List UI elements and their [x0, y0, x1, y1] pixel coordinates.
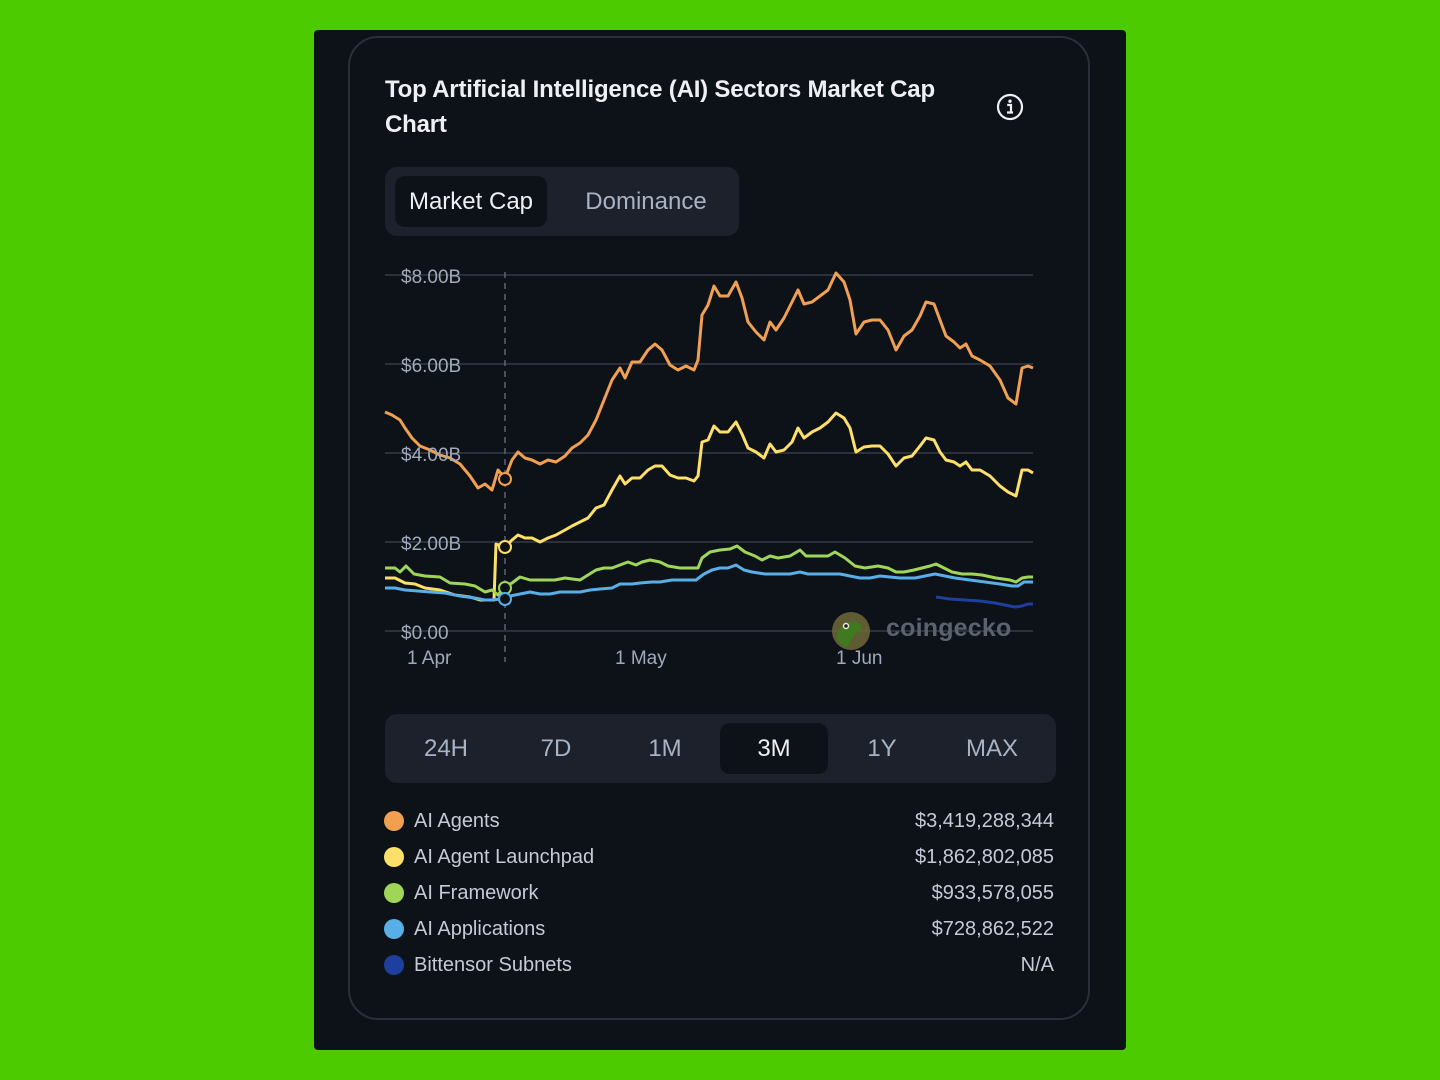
tab-market-cap[interactable]: Market Cap — [395, 176, 547, 227]
legend-label: AI Agent Launchpad — [414, 846, 595, 868]
legend-value: $728,862,522 — [931, 918, 1054, 940]
range-24h[interactable]: 24H — [423, 735, 469, 762]
coingecko-watermark: coingecko — [886, 614, 1012, 642]
legend-label: AI Framework — [414, 882, 539, 904]
legend-label: AI Agents — [414, 810, 500, 832]
info-circle-icon[interactable] — [996, 93, 1024, 121]
legend-item-bittensor-subnets[interactable]: Bittensor Subnets N/A — [384, 950, 1056, 980]
range-7d[interactable]: 7D — [540, 735, 572, 762]
legend-item-ai-framework[interactable]: AI Framework $933,578,055 — [384, 878, 1056, 908]
x-tick-jun: 1 Jun — [836, 648, 883, 669]
legend-label: AI Applications — [414, 918, 546, 940]
x-tick-may: 1 May — [615, 648, 667, 669]
legend-item-ai-agents[interactable]: AI Agents $3,419,288,344 — [384, 806, 1056, 836]
y-tick-2b: $2.00B — [401, 534, 462, 555]
legend-dot-icon — [384, 883, 404, 903]
legend-item-ai-agent-launchpad[interactable]: AI Agent Launchpad $1,862,802,085 — [384, 842, 1056, 872]
legend-label: Bittensor Subnets — [414, 954, 572, 976]
legend-dot-icon — [384, 847, 404, 867]
y-tick-6b: $6.00B — [401, 356, 462, 377]
y-tick-8b: $8.00B — [401, 267, 462, 288]
legend-dot-icon — [384, 811, 404, 831]
tab-dominance[interactable]: Dominance — [585, 188, 707, 215]
chart-title: Top Artificial Intelligence (AI) Sectors… — [385, 76, 935, 138]
coingecko-logo-icon — [832, 612, 870, 650]
y-tick-0: $0.00 — [401, 623, 449, 644]
legend-value: $933,578,055 — [931, 882, 1054, 904]
range-1m[interactable]: 1M — [648, 735, 682, 762]
legend-dot-icon — [384, 955, 404, 975]
range-max[interactable]: MAX — [965, 735, 1018, 762]
range-1y[interactable]: 1Y — [867, 735, 897, 762]
view-toggle: Market Cap Dominance — [385, 167, 739, 236]
range-3m[interactable]: 3M — [720, 723, 828, 774]
legend-value: N/A — [1020, 954, 1054, 976]
legend-value: $3,419,288,344 — [914, 810, 1054, 832]
legend-value: $1,862,802,085 — [914, 846, 1054, 868]
y-tick-4b: $4.00B — [401, 445, 462, 466]
legend-item-ai-applications[interactable]: AI Applications $728,862,522 — [384, 914, 1056, 944]
legend-dot-icon — [384, 919, 404, 939]
x-tick-apr: 1 Apr — [407, 648, 452, 669]
time-range-selector: 24H 7D 1M 3M 1Y MAX — [385, 714, 1056, 783]
